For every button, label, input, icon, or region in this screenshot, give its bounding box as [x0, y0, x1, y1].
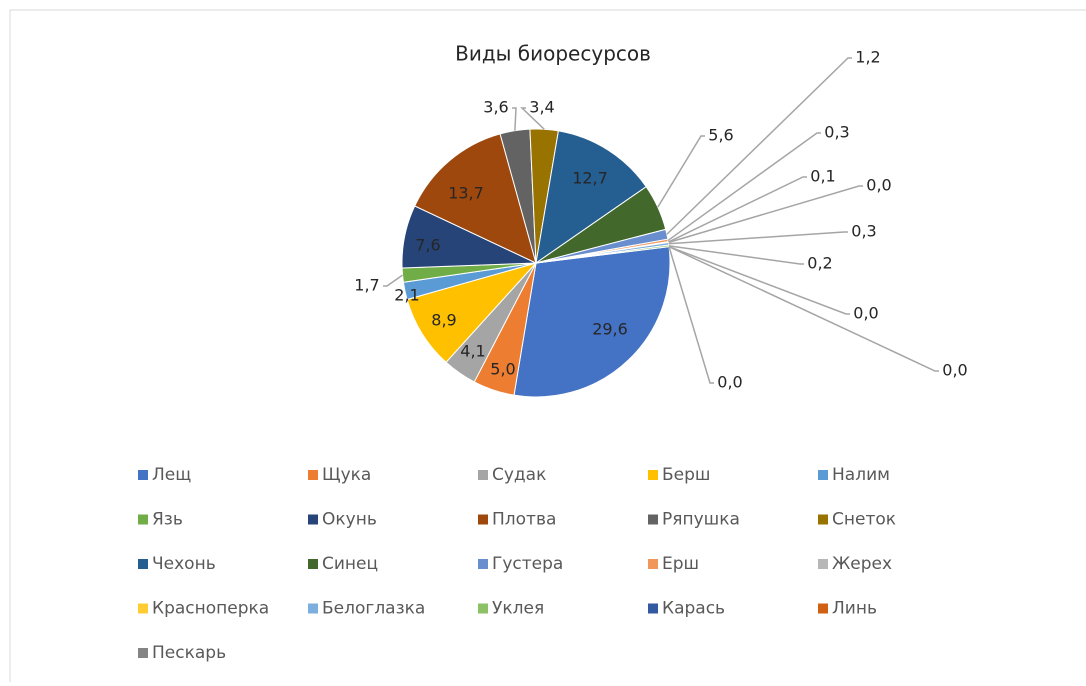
legend-label: Пескарь [152, 643, 226, 663]
legend-swatch [308, 470, 318, 480]
legend-swatch [648, 603, 658, 614]
legend-swatch [138, 603, 148, 614]
legend-swatch [818, 603, 828, 614]
leader-line [667, 132, 821, 242]
legend-swatch [648, 514, 658, 525]
legend-label: Синец [322, 554, 378, 574]
legend-label: Берш [662, 465, 710, 485]
legend-swatch [478, 514, 488, 525]
legend-swatch [648, 470, 658, 480]
leader-line [668, 245, 850, 315]
leader-line [657, 135, 705, 208]
data-label: 0,3 [851, 222, 876, 241]
leader-line [668, 185, 863, 244]
legend-label: Налим [832, 465, 890, 485]
legend-swatch [138, 470, 148, 480]
legend-label: Белоглазка [322, 599, 425, 619]
data-label: 5,0 [490, 360, 515, 379]
legend-label: Лещ [152, 465, 191, 485]
legend-label: Уклея [492, 599, 544, 619]
data-label: 3,6 [483, 98, 508, 117]
legend-label: Линь [832, 599, 877, 619]
data-label: 3,4 [529, 98, 554, 117]
legend-label: Окунь [322, 510, 377, 530]
legend-swatch [818, 559, 828, 569]
legend-label: Ерш [662, 554, 699, 574]
pie-slice [535, 130, 647, 265]
legend-label: Язь [152, 510, 183, 530]
leader-line [520, 107, 545, 130]
leader-line [668, 245, 939, 372]
legend-swatch [138, 559, 148, 569]
data-label: 29,6 [592, 320, 628, 339]
legend-label: Карась [662, 599, 725, 619]
legend-label: Снеток [832, 510, 896, 530]
data-label: 0,2 [807, 254, 832, 273]
legend-label: Плотва [492, 510, 556, 530]
data-label: 4,1 [460, 342, 485, 361]
leader-line [383, 274, 403, 287]
data-label: 1,7 [354, 276, 379, 295]
data-label: 7,6 [415, 236, 440, 255]
legend-swatch [308, 559, 318, 569]
data-label: 2,1 [394, 286, 419, 305]
legend-label: Ряпушка [662, 510, 740, 530]
data-label: 0,3 [824, 123, 849, 142]
legend-label: Густера [492, 554, 563, 574]
leader-line [666, 57, 852, 235]
leader-line [668, 231, 848, 245]
legend-swatch [308, 514, 318, 525]
data-label: 8,9 [431, 311, 456, 330]
data-label: 12,7 [572, 169, 608, 188]
data-label: 0,0 [853, 304, 878, 323]
legend-swatch [648, 559, 658, 569]
leader-line [668, 176, 807, 243]
data-label: 1,2 [855, 48, 880, 67]
data-label: 13,7 [448, 184, 484, 203]
legend-swatch [818, 514, 828, 525]
data-label: 0,1 [810, 167, 835, 186]
legend-swatch [478, 470, 488, 480]
legend-swatch [818, 470, 828, 480]
data-label: 0,0 [717, 373, 742, 392]
legend-swatch [138, 514, 148, 525]
legend-swatch [308, 603, 318, 614]
leader-line [668, 245, 804, 265]
legend-swatch [478, 559, 488, 569]
data-label: 5,6 [708, 126, 733, 145]
data-label: 0,0 [866, 176, 891, 195]
leader-line [512, 107, 517, 131]
leader-line [668, 246, 714, 384]
legend-label: Красноперка [152, 599, 269, 619]
data-label: 0,0 [942, 361, 967, 380]
legend-label: Щука [322, 465, 371, 485]
legend-label: Чехонь [152, 554, 216, 574]
pie-slice [414, 133, 537, 264]
chart-title: Виды биоресурсов [455, 42, 651, 66]
legend-label: Жерех [832, 554, 892, 574]
pie-slice [513, 246, 671, 398]
legend-swatch [138, 648, 148, 658]
legend-swatch [478, 603, 488, 614]
legend-label: Судак [492, 465, 546, 485]
